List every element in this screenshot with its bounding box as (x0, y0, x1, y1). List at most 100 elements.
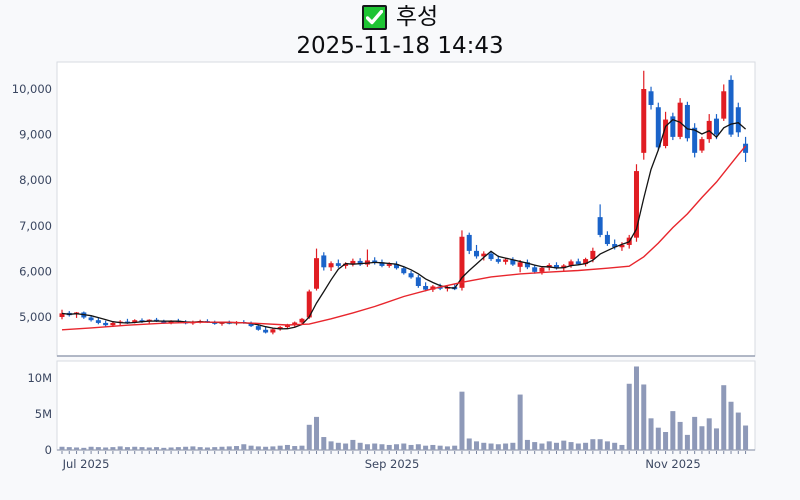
candle-body (488, 253, 494, 260)
candle-body (299, 318, 305, 323)
volume-bar (692, 416, 698, 450)
volume-bar (95, 447, 101, 450)
candle-body (386, 264, 392, 266)
candle-body (604, 234, 610, 245)
volume-bar (604, 441, 610, 450)
candle-body (706, 120, 712, 140)
candle-body (321, 255, 327, 268)
volume-bar (510, 442, 516, 450)
volume-tick-label: 0 (45, 443, 52, 457)
volume-bar (306, 424, 312, 450)
checkmark-glyph (365, 9, 383, 24)
candle-body (394, 264, 400, 269)
candle-body (684, 104, 690, 139)
volume-bar (597, 439, 603, 450)
volume-bar (190, 446, 196, 450)
volume-bar (495, 444, 501, 450)
volume-bar (728, 401, 734, 450)
volume-bar (248, 445, 254, 450)
candle-body (677, 102, 683, 137)
volume-bar (481, 442, 487, 450)
volume-bar (277, 445, 283, 450)
volume-bar (139, 447, 145, 450)
volume-bar (161, 447, 167, 450)
volume-bar (175, 447, 181, 450)
volume-bar (364, 444, 370, 450)
candle-body (524, 262, 530, 268)
volume-tick-label: 10M (27, 371, 52, 385)
volume-bar (619, 444, 625, 450)
volume-bar (612, 442, 618, 450)
volume-bar (183, 446, 189, 450)
volume-bar (684, 434, 690, 450)
volume-bar (721, 385, 727, 450)
ma-short-line (61, 118, 747, 330)
volume-bar (219, 446, 225, 450)
stock-name: 후성 (395, 4, 439, 30)
month-label: Jul 2025 (62, 457, 110, 471)
volume-bar (321, 437, 327, 450)
volume-bar (408, 444, 414, 450)
candle-body (372, 260, 378, 263)
candle-body (161, 321, 167, 323)
candle-body (292, 322, 298, 325)
candle-body (699, 139, 705, 151)
candle-body (597, 217, 603, 235)
month-label: Nov 2025 (645, 457, 700, 471)
volume-bar (503, 443, 509, 450)
volume-bar (74, 447, 80, 450)
volume-bar (66, 447, 72, 450)
volume-bar (670, 411, 676, 450)
candle-body (277, 327, 283, 330)
candle-body (263, 329, 269, 333)
price-tick-label: 6,000 (19, 264, 52, 278)
volume-bar (226, 446, 232, 450)
candle-body (743, 143, 749, 153)
candle-body (721, 91, 727, 119)
volume-bar (713, 428, 719, 450)
volume-bar (357, 442, 363, 450)
volume-bar (474, 441, 480, 450)
candle-body (343, 263, 349, 266)
candle-body (401, 268, 407, 274)
volume-bar (553, 442, 559, 450)
candle-body (335, 263, 341, 266)
candle-body (568, 261, 574, 266)
candle-body (255, 326, 261, 330)
price-pane (56, 61, 756, 357)
price-axis-labels: 5,000 6,000 7,000 8,000 9,000 10,000 (12, 82, 52, 324)
volume-bar (699, 426, 705, 450)
volume-bar (284, 444, 290, 450)
volume-bar (263, 446, 269, 450)
candle-body (728, 79, 734, 135)
candle-body (655, 107, 661, 148)
volume-bar (103, 447, 109, 450)
candle-body (495, 259, 501, 262)
candle-body (132, 320, 138, 323)
volume-bar (212, 447, 218, 450)
volume-bar (59, 446, 65, 450)
volume-bar (583, 442, 589, 450)
volume-tick-label: 5M (35, 407, 52, 421)
candle-body (415, 277, 421, 286)
candle-body (459, 236, 465, 288)
volume-bar (706, 418, 712, 450)
volume-bar (430, 444, 436, 450)
volume-bar (575, 443, 581, 450)
volume-bar (459, 391, 465, 450)
volume-bar (590, 439, 596, 450)
candle-body (124, 321, 130, 323)
volume-bar (735, 412, 741, 450)
candle-body (110, 322, 116, 326)
volume-bar (379, 444, 385, 450)
chart-title: 후성 (0, 3, 800, 31)
volume-bar (154, 447, 160, 450)
volume-bar (343, 443, 349, 450)
candle-body (692, 127, 698, 153)
chart-timestamp: 2025-11-18 14:43 (296, 33, 504, 59)
price-tick-label: 7,000 (19, 219, 52, 233)
volume-bar (241, 444, 247, 450)
volume-bar (255, 446, 261, 450)
volume-bar (350, 439, 356, 450)
volume-bar (124, 447, 130, 450)
